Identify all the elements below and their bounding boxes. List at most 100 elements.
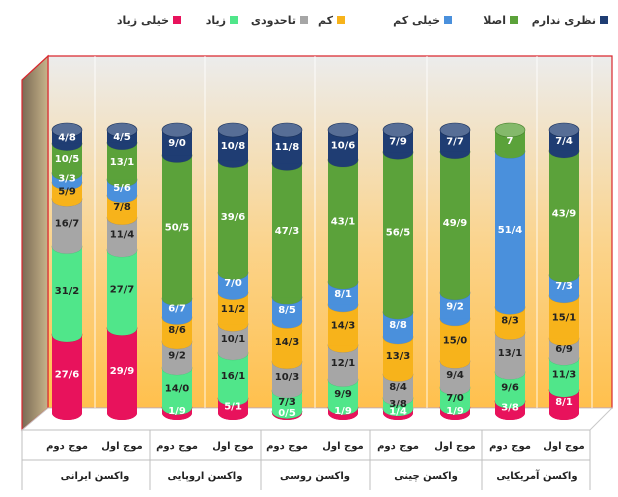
bar-segment-rim — [107, 179, 137, 187]
bar-top-cap — [51, 122, 83, 138]
bar-segment-rim — [107, 413, 137, 420]
bar-segment-rim — [272, 411, 302, 419]
data-label: 10/1 — [221, 334, 246, 345]
bar-top-cap — [106, 122, 138, 138]
bar-segment-rim — [107, 142, 137, 150]
bar-segment-mid — [52, 199, 82, 247]
bar-9: 29/9 27/7 11/4 7/8 5/6 13/1 4/5 — [106, 122, 138, 420]
data-label: 9/6 — [501, 382, 519, 393]
bar-segment-rim — [440, 292, 470, 300]
data-label: 14/0 — [165, 383, 190, 394]
bar-segment-no — [218, 160, 248, 273]
bar-segment-high — [52, 246, 82, 335]
legend-item-low: کم — [318, 14, 345, 27]
data-label: 13/1 — [110, 157, 135, 168]
category-axis: موج اول موج دوم موج اول موج دوم موج اول موج د… — [21, 429, 591, 490]
data-label: 27/7 — [110, 285, 135, 296]
legend: نظری ندارم اصلا خیلی کم کم تاحدودی زیاد خیلی ز… — [117, 14, 608, 27]
legend-label: زیاد — [206, 14, 226, 27]
legend-swatch — [300, 16, 308, 24]
data-label: 31/2 — [55, 286, 80, 297]
group-tick-label: واکسن اروپایی — [168, 471, 243, 482]
data-label: 0/5 — [278, 408, 296, 419]
wave-tick-label: موج اول — [543, 441, 584, 452]
data-label: 6/7 — [168, 304, 186, 315]
legend-label: اصلا — [483, 14, 506, 27]
bars-layer: 8/1 11/3 6/9 15/1 7/3 43/9 7/4 3/8 9/6 13/1 8/3 51/… — [51, 122, 580, 420]
bar-segment-rim — [52, 182, 83, 190]
bar-segment-rim — [549, 390, 579, 398]
data-label: 16/1 — [221, 371, 246, 382]
bar-segment-rim — [52, 246, 83, 254]
bar-10: 27/6 31/2 16/7 5/9 3/3 10/5 4/8 — [51, 122, 83, 420]
legend-item-mid: تاحدودی — [251, 14, 308, 27]
data-label: 13/3 — [386, 351, 411, 362]
data-label: 8/5 — [278, 305, 296, 316]
data-label: 7/3 — [278, 397, 296, 408]
bar-segment-rim — [440, 151, 470, 159]
bar-segment-rim — [440, 318, 470, 326]
bar-segment-no — [328, 159, 358, 282]
group-tick-label: واکسن آمریکایی — [496, 469, 577, 482]
bar-segment-rim — [218, 398, 248, 406]
bar-segment-rim — [272, 361, 302, 369]
bar-segment-rim — [272, 321, 302, 329]
data-label: 9/2 — [446, 301, 464, 312]
data-label: 12/1 — [331, 358, 356, 369]
bar-top-cap — [439, 122, 471, 138]
bar-segment-vhigh — [107, 328, 137, 413]
data-label: 1/9 — [334, 406, 352, 417]
bar-segment-vlow — [495, 151, 525, 308]
bar-segment-rim — [440, 413, 470, 420]
data-label: 51/4 — [498, 225, 523, 236]
bar-3: 1/9 7/0 9/4 15/0 9/2 49/9 7/7 — [439, 122, 471, 420]
group-tick-label: واکسن چینی — [394, 471, 458, 482]
bar-segment-rim — [328, 304, 358, 312]
bar-2: 3/8 9/6 13/1 8/3 51/4 7 — [494, 122, 526, 420]
wave-tick-label: موج دوم — [266, 441, 308, 452]
bar-segment-rim — [328, 407, 358, 415]
bar-segment-rim — [383, 336, 413, 344]
data-label: 10/5 — [55, 154, 80, 165]
data-label: 43/9 — [552, 209, 577, 220]
legend-label: خیلی زیاد — [117, 14, 169, 27]
data-label: 11/4 — [110, 229, 135, 240]
bar-segment-rim — [52, 199, 83, 207]
data-label: 10/3 — [275, 372, 300, 383]
data-label: 6/9 — [555, 344, 573, 355]
data-label: 5/1 — [224, 401, 242, 412]
bar-segment-no — [162, 155, 192, 299]
bar-top-cap — [494, 122, 526, 138]
bar-segment-rim — [52, 413, 82, 420]
data-label: 7/7 — [446, 136, 464, 147]
bar-6: 0/57/3 10/3 14/3 8/5 47/3 11/8 — [271, 122, 303, 420]
bar-segment-rim — [107, 195, 137, 203]
legend-label: تاحدودی — [251, 14, 296, 27]
bar-segment-rim — [328, 413, 358, 420]
data-label: 29/9 — [110, 366, 135, 377]
bar-segment-rim — [495, 413, 525, 420]
data-label: 16/7 — [55, 218, 80, 229]
legend-item-no: اصلا — [483, 14, 518, 27]
bar-segment-rim — [383, 374, 413, 382]
bar-segment-rim — [383, 398, 413, 406]
plot-left-wall — [21, 54, 49, 432]
bar-segment-rim — [549, 295, 579, 303]
data-label: 39/6 — [221, 212, 246, 223]
bar-segment-rim — [328, 159, 358, 167]
bar-segment-high — [218, 352, 248, 399]
legend-item-vlow: خیلی کم — [393, 14, 452, 27]
bar-segment-rim — [107, 328, 137, 336]
bar-segment-vhigh — [52, 334, 82, 413]
data-label: 56/5 — [386, 228, 411, 239]
data-label: 5/9 — [58, 186, 76, 197]
legend-swatch — [600, 16, 608, 24]
data-label: 27/6 — [55, 369, 80, 380]
bar-segment-rim — [162, 367, 192, 375]
data-label: 5/6 — [113, 183, 131, 194]
wave-tick-label: موج اول — [322, 441, 363, 452]
data-label: 14/3 — [275, 337, 300, 348]
data-label: 10/6 — [331, 140, 356, 151]
wave-tick-label: موج دوم — [156, 441, 198, 452]
bar-segment-rim — [383, 409, 413, 417]
